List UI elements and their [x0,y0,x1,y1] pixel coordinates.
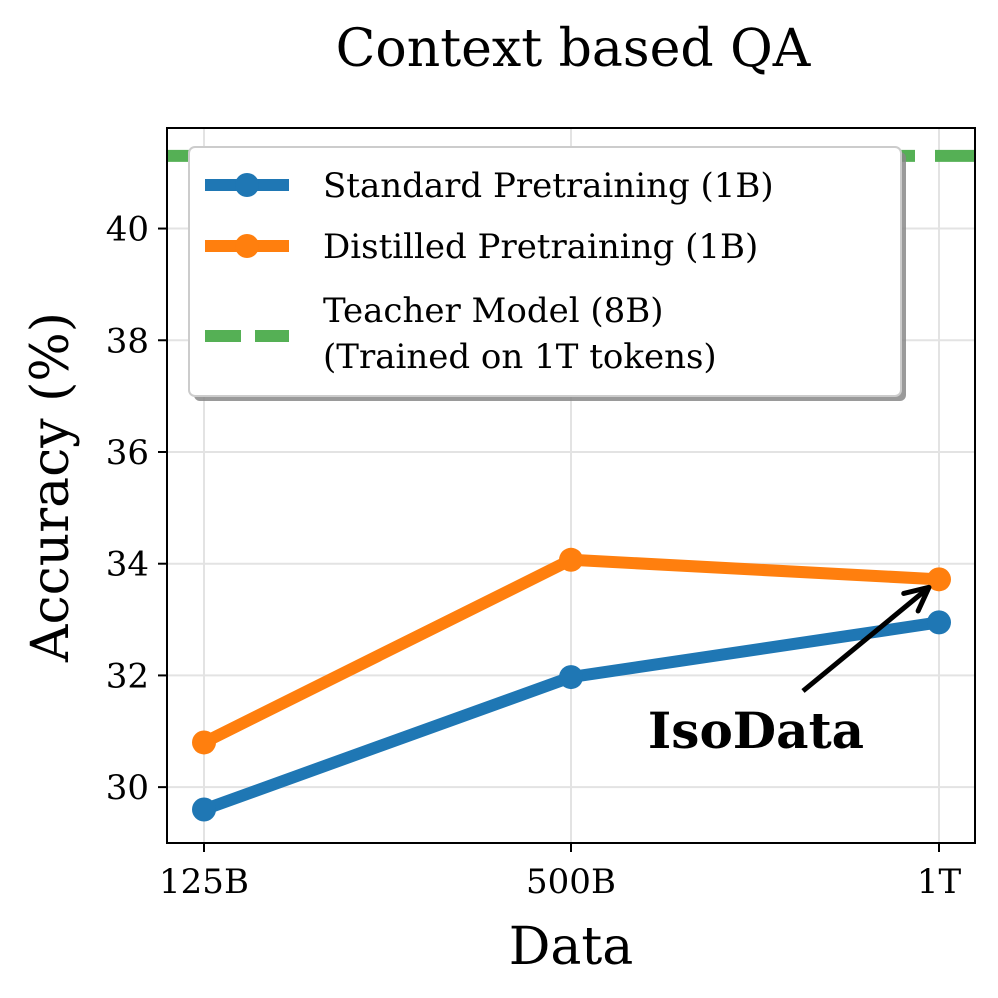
legend-label: Teacher Model (8B) [323,291,664,331]
x-axis-label: Data [509,917,634,977]
y-tick-label: 36 [106,433,149,473]
data-point [927,610,951,635]
legend-frame [188,146,902,397]
y-axis-label: Accuracy (%) [21,312,81,663]
data-point [192,797,216,822]
series-0 [192,610,951,822]
annotation-label: IsoData [648,701,864,760]
y-tick-label: 32 [106,656,149,696]
data-point [559,665,583,690]
x-tick-label: 500B [526,862,616,902]
y-tick-label: 40 [106,210,149,250]
y-tick-label: 38 [106,321,149,361]
legend-label: Distilled Pretraining (1B) [323,227,758,267]
annotation-arrowhead [901,584,932,614]
legend-marker [235,173,259,197]
series-lines [192,547,951,822]
chart-title: Context based QA [336,19,812,79]
annotation: IsoData [648,584,932,760]
series-1 [192,547,951,755]
x-tick-label: 1T [917,862,962,902]
x-tick-label: 125B [159,862,249,902]
data-point [559,547,583,572]
data-point [927,567,951,592]
legend-label: Standard Pretraining (1B) [323,166,774,206]
legend-label: (Trained on 1T tokens) [323,337,717,377]
annotation-arrow [801,585,931,693]
y-tick-label: 30 [106,768,149,808]
legend: Standard Pretraining (1B) Distilled Pretr… [188,146,906,401]
legend-marker [235,234,259,258]
data-point [192,730,216,755]
axes: 30 32 34 36 38 40 125B 500B 1T [106,127,976,902]
y-tick-label: 34 [106,545,149,585]
